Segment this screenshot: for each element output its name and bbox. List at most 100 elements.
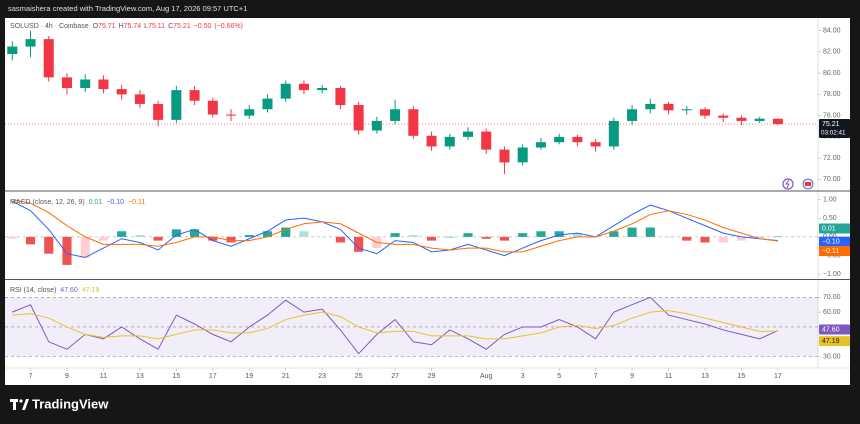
signal-tag: −0.11 — [822, 248, 839, 255]
macd-hist-value: 0.01 — [89, 199, 103, 206]
histogram-bar — [190, 229, 200, 237]
y-tick-label: 78.00 — [823, 91, 841, 98]
x-tick-label: 21 — [282, 373, 290, 380]
x-tick-label: 23 — [318, 373, 326, 380]
histogram-bar — [554, 231, 564, 237]
histogram-bar — [117, 231, 127, 237]
y-tick-label: 30.00 — [823, 353, 841, 360]
histogram-bar — [299, 231, 309, 237]
candle-body — [43, 39, 54, 78]
rsi-ma-tag: 47.19 — [822, 338, 840, 345]
histogram-bar — [390, 233, 400, 237]
histogram-bar — [98, 236, 108, 241]
x-tick-label: 17 — [209, 373, 217, 380]
histogram-bar — [135, 235, 145, 237]
candle-body — [335, 88, 346, 105]
x-tick-label: 19 — [245, 373, 253, 380]
pane-icons — [782, 178, 814, 190]
series-line — [12, 198, 778, 253]
x-tick-label: 9 — [630, 373, 634, 380]
x-tick-label: Aug — [480, 373, 493, 380]
rsi-legend: RSI (14, close) 47.60 47.19 — [10, 287, 99, 294]
histogram-bar — [281, 227, 291, 237]
histogram-bar — [481, 236, 491, 239]
series-line — [12, 200, 778, 258]
histogram-bar — [463, 233, 473, 237]
candle-body — [189, 90, 200, 101]
candle-body — [371, 120, 382, 131]
x-tick-label: 7 — [594, 373, 598, 380]
candle-body — [535, 142, 546, 148]
candle-body — [262, 98, 273, 110]
candle-body — [754, 118, 765, 121]
candle-body — [317, 88, 328, 91]
rsi-tag: 47.60 — [822, 326, 840, 333]
candle-body — [627, 109, 638, 121]
candle-body — [772, 118, 783, 125]
candle-body — [481, 131, 492, 150]
symbol: SOLUSD · 4h · Coinbase — [10, 23, 89, 30]
macd-legend: MACD (close, 12, 26, 9) 0.01 −0.10 −0.11 — [10, 199, 145, 206]
candle-body — [61, 77, 72, 88]
histogram-bar — [226, 236, 236, 243]
histogram-bar — [499, 236, 510, 241]
candle-body — [462, 131, 474, 137]
x-tick-label: 5 — [557, 373, 561, 380]
ohlc-name: H — [119, 23, 124, 30]
y-tick-label: 0.50 — [823, 215, 837, 222]
histogram-bar — [663, 236, 674, 238]
rsi-ma-value: 47.19 — [82, 287, 100, 294]
histogram-bar — [62, 236, 72, 265]
change-percent: (−0.66%) — [214, 23, 243, 30]
candle-body — [572, 136, 583, 143]
alert-icon-bolt — [785, 179, 790, 189]
alert-icon[interactable] — [782, 178, 794, 190]
ohlc-value: 75.21 — [173, 23, 191, 30]
candle-body — [681, 109, 692, 111]
histogram-bar — [171, 229, 181, 237]
flag-icon-stripe — [805, 182, 811, 186]
histogram-bar — [645, 227, 655, 237]
candle-body — [207, 100, 218, 115]
y-tick-label: −1.00 — [823, 271, 841, 278]
candle-body — [718, 115, 729, 118]
candle-body — [153, 103, 164, 120]
x-tick-label: 7 — [29, 373, 33, 380]
header-text: sasmaishera created with TradingView.com… — [8, 4, 247, 13]
macd-title: MACD (close, 12, 26, 9) — [10, 199, 85, 206]
footer-brand: TradingView — [32, 396, 109, 411]
y-tick-label: 82.00 — [823, 49, 841, 56]
candle-body — [353, 105, 364, 131]
rsi-value: 47.60 — [60, 287, 78, 294]
ohlc-name: C — [168, 23, 173, 30]
series-line — [12, 296, 779, 355]
macd-value: −0.10 — [106, 199, 124, 206]
histogram-bar — [518, 233, 528, 237]
histogram-bar — [627, 227, 637, 237]
y-tick-label: 80.00 — [823, 70, 841, 77]
y-tick-label: 70.00 — [823, 294, 841, 301]
candle-body — [499, 149, 510, 163]
candle-body — [426, 135, 437, 147]
signal-tag-bg — [819, 245, 850, 256]
ohlc-name: L — [144, 23, 148, 30]
candle-body — [390, 109, 401, 121]
logo-part — [19, 399, 23, 403]
candle-body — [116, 89, 127, 95]
ohlc-value: 75.11 — [148, 23, 165, 30]
rsi-band — [5, 297, 818, 357]
candle-body — [80, 79, 91, 88]
histogram-bar — [354, 236, 364, 252]
histogram-bar — [572, 233, 582, 237]
x-tick-label: 15 — [172, 373, 180, 380]
histogram-bar — [244, 235, 254, 237]
candle-body — [7, 46, 18, 54]
x-tick-label: 27 — [391, 373, 399, 380]
histogram-bar — [80, 236, 90, 258]
marks: 70.0072.0074.0076.0078.0080.0082.0084.00… — [5, 27, 850, 380]
logo-part — [22, 399, 29, 410]
candle-body — [98, 79, 109, 90]
candle-body — [699, 109, 710, 116]
